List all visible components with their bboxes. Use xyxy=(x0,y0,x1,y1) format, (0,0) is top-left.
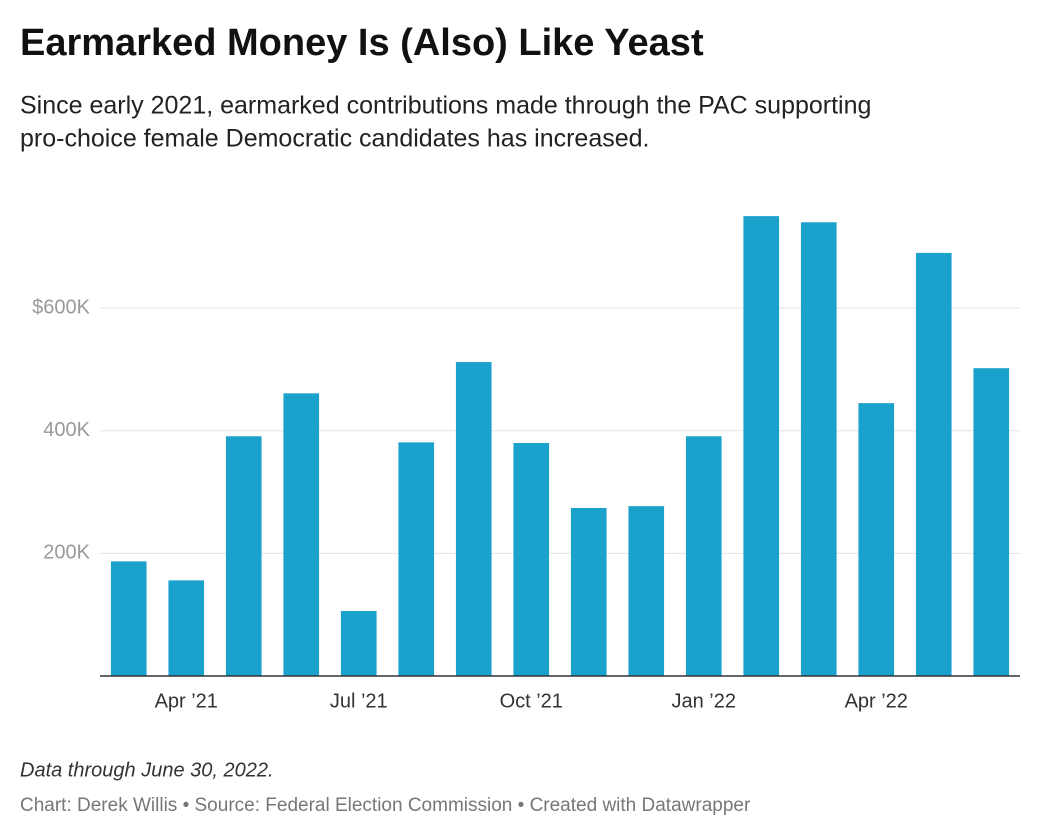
subtitle: Since early 2021, earmarked contribution… xyxy=(20,92,871,120)
y-tick-label: 200K xyxy=(43,542,90,564)
bar xyxy=(110,561,147,676)
chart-title: Earmarked Money Is (Also) Like Yeast xyxy=(20,22,704,64)
y-tick-label: 400K xyxy=(43,419,90,441)
bar xyxy=(455,362,492,676)
bar xyxy=(225,436,262,676)
x-tick-label: Oct ’21 xyxy=(500,690,563,712)
x-tick-label: Apr ’21 xyxy=(155,690,218,712)
source: Chart: Derek Willis • Source: Federal El… xyxy=(20,795,751,816)
bar xyxy=(685,436,722,676)
bar xyxy=(858,403,895,676)
x-tick-label: Jul ’21 xyxy=(330,690,388,712)
bar xyxy=(915,252,952,676)
bar xyxy=(168,580,205,676)
bar xyxy=(283,393,320,676)
note: Data through June 30, 2022. xyxy=(20,759,274,781)
bar xyxy=(513,443,550,676)
bar xyxy=(398,442,435,676)
subtitle: pro-choice female Democratic candidates … xyxy=(20,125,649,153)
x-tick-label: Jan ’22 xyxy=(672,690,737,712)
bar xyxy=(973,368,1010,676)
x-tick-label: Apr ’22 xyxy=(845,690,908,712)
bar xyxy=(570,507,607,676)
bar xyxy=(743,216,780,676)
bar xyxy=(340,611,377,676)
y-tick-label: $600K xyxy=(32,296,90,318)
bar xyxy=(800,222,837,676)
bar xyxy=(628,506,665,676)
